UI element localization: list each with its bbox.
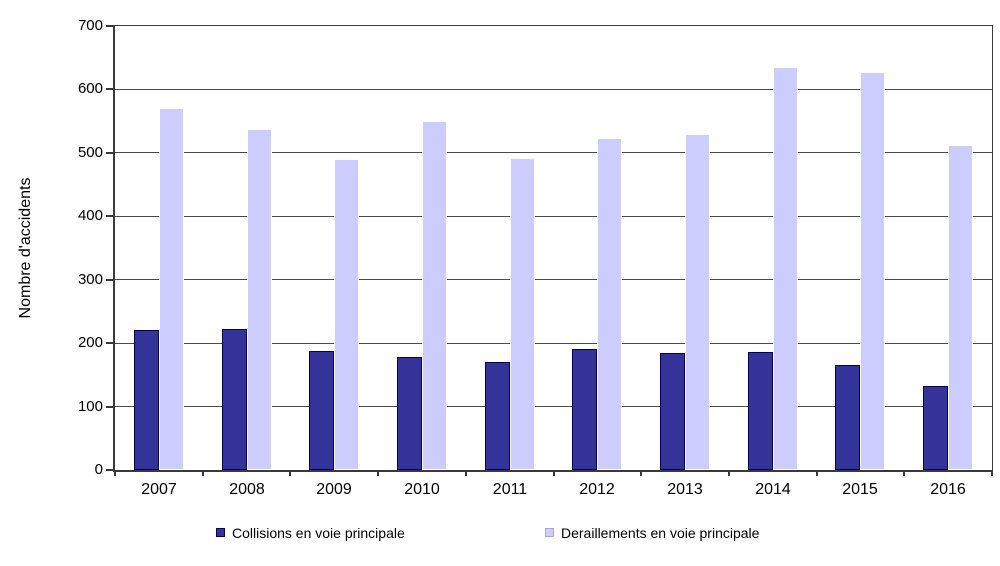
x-axis-tick-10	[991, 471, 993, 476]
y-tick-label-600: 600	[77, 80, 103, 97]
y-axis-tick-200	[106, 342, 114, 344]
x-tick-label-2013: 2013	[667, 481, 703, 498]
bar-collisions-2014	[748, 352, 773, 470]
x-tick-label-2010: 2010	[404, 481, 440, 498]
y-tick-label-300: 300	[77, 271, 103, 288]
y-tick-label-400: 400	[77, 207, 103, 224]
x-axis-tick-8	[816, 471, 818, 476]
bar-deraillements-2015	[860, 72, 885, 470]
bar-collisions-2015	[835, 365, 860, 470]
x-axis-tick-7	[728, 471, 730, 476]
bar-collisions-2007	[134, 330, 159, 470]
x-tick-label-2015: 2015	[842, 481, 878, 498]
bar-deraillements-2007	[159, 108, 184, 470]
gridline-400	[115, 215, 992, 217]
y-axis-tick-100	[106, 406, 114, 408]
y-axis-tick-700	[106, 25, 114, 27]
bar-collisions-2012	[572, 349, 597, 470]
legend-label-collisions: Collisions en voie principale	[232, 524, 405, 541]
legend-label-deraillements: Deraillements en voie principale	[561, 524, 760, 541]
y-tick-label-500: 500	[77, 144, 103, 161]
bar-collisions-2009	[309, 351, 334, 470]
bar-collisions-2008	[222, 329, 247, 470]
x-axis-tick-6	[640, 471, 642, 476]
y-tick-label-0: 0	[94, 461, 103, 478]
bar-deraillements-2009	[334, 159, 359, 470]
bar-collisions-2016	[923, 386, 948, 470]
x-tick-label-2012: 2012	[579, 481, 615, 498]
y-tick-label-100: 100	[77, 398, 103, 415]
x-axis-tick-1	[202, 471, 204, 476]
y-axis-tick-400	[106, 215, 114, 217]
x-axis-tick-0	[114, 471, 116, 476]
bar-deraillements-2013	[685, 134, 710, 470]
bar-collisions-2013	[660, 353, 685, 470]
y-axis-tick-500	[106, 152, 114, 154]
legend-item-deraillements: Deraillements en voie principale	[545, 524, 759, 541]
x-tick-label-2009: 2009	[316, 481, 352, 498]
bar-collisions-2011	[485, 362, 510, 470]
x-tick-label-2011: 2011	[492, 481, 528, 498]
y-axis-tick-600	[106, 88, 114, 90]
legend-marker-collisions-icon	[216, 528, 225, 537]
y-axis-title: Nombre d'accidents	[17, 177, 34, 319]
x-axis-tick-2	[289, 471, 291, 476]
x-tick-label-2014: 2014	[755, 481, 791, 498]
bar-deraillements-2011	[510, 158, 535, 470]
plot-area	[113, 25, 993, 472]
legend-marker-deraillements-icon	[545, 528, 554, 537]
bar-deraillements-2016	[948, 145, 973, 470]
x-tick-label-2016: 2016	[930, 481, 966, 498]
bar-deraillements-2010	[422, 121, 447, 470]
bar-collisions-2010	[397, 357, 422, 470]
gridline-100	[115, 406, 992, 408]
bar-deraillements-2008	[247, 129, 272, 470]
y-axis-tick-0	[106, 469, 114, 471]
gridline-500	[115, 152, 992, 154]
legend-item-collisions: Collisions en voie principale	[216, 524, 405, 541]
x-axis-tick-3	[377, 471, 379, 476]
y-axis-tick-300	[106, 279, 114, 281]
x-tick-label-2008: 2008	[229, 481, 265, 498]
y-tick-label-200: 200	[77, 334, 103, 351]
x-tick-label-2007: 2007	[141, 481, 177, 498]
gridline-200	[115, 342, 992, 344]
x-axis-tick-4	[465, 471, 467, 476]
y-tick-label-700: 700	[77, 17, 103, 34]
gridline-600	[115, 88, 992, 90]
bar-deraillements-2012	[597, 138, 622, 470]
gridline-300	[115, 279, 992, 281]
bar-deraillements-2014	[773, 67, 798, 470]
x-axis-tick-9	[903, 471, 905, 476]
x-axis-tick-5	[553, 471, 555, 476]
